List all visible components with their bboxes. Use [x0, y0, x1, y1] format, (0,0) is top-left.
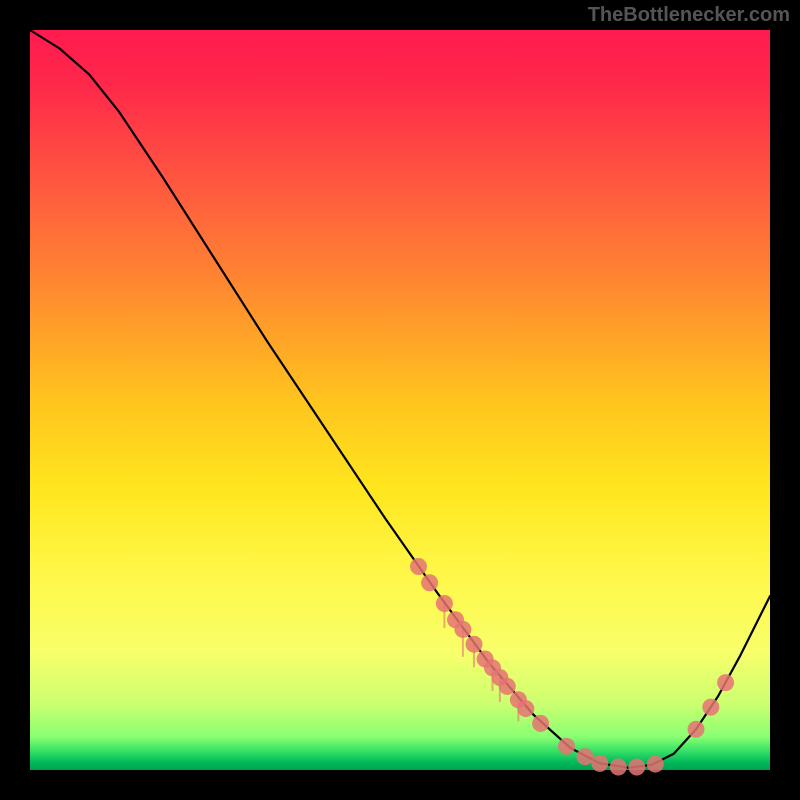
scatter-point: [591, 755, 608, 772]
watermark-text: TheBottlenecker.com: [588, 4, 790, 27]
scatter-point: [499, 678, 516, 695]
scatter-point: [717, 674, 734, 691]
scatter-point: [532, 715, 549, 732]
scatter-point: [702, 699, 719, 716]
scatter-point: [436, 595, 453, 612]
scatter-point: [454, 621, 471, 638]
scatter-point: [688, 721, 705, 738]
chart-svg: [0, 0, 800, 800]
bottleneck-chart: TheBottlenecker.com: [0, 0, 800, 800]
scatter-point: [628, 759, 645, 776]
scatter-point: [410, 558, 427, 575]
scatter-point: [558, 738, 575, 755]
scatter-point: [466, 636, 483, 653]
scatter-point: [647, 756, 664, 773]
scatter-point: [577, 748, 594, 765]
scatter-point: [517, 700, 534, 717]
scatter-point: [421, 574, 438, 591]
plot-gradient-background: [30, 30, 770, 770]
scatter-point: [610, 759, 627, 776]
